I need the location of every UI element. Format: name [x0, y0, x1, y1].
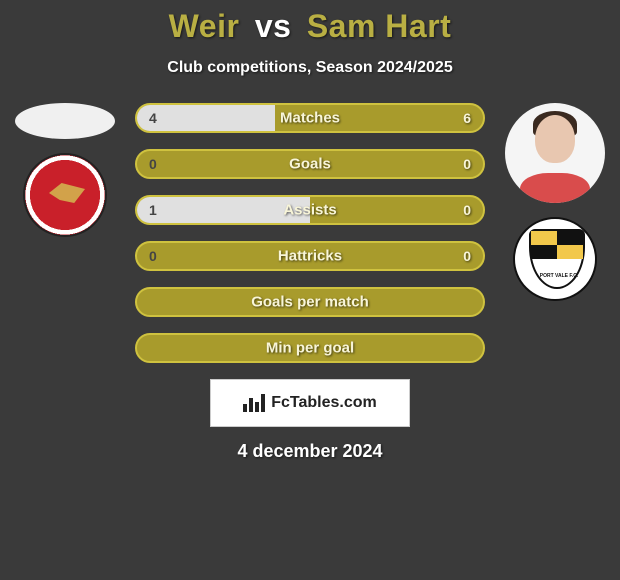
stat-bar: 1Assists0: [135, 195, 485, 225]
bar-fill-left: [137, 105, 275, 131]
comparison-card: Weir vs Sam Hart Club competitions, Seas…: [0, 0, 620, 580]
page-title: Weir vs Sam Hart: [0, 8, 620, 45]
stat-bar: 0Goals0: [135, 149, 485, 179]
portvale-banner-text: PORT VALE F.C.: [535, 273, 583, 279]
brand-text: FcTables.com: [271, 394, 377, 412]
stat-value-right: 0: [463, 248, 471, 264]
face-icon: [505, 103, 605, 203]
subtitle: Club competitions, Season 2024/2025: [0, 59, 620, 77]
stat-label: Hattricks: [137, 248, 483, 265]
bar-chart-icon: [243, 394, 265, 412]
stat-bar: Min per goal: [135, 333, 485, 363]
stat-value-left: 0: [149, 248, 157, 264]
bar-fill-left: [137, 197, 310, 223]
date-line: 4 december 2024: [0, 441, 620, 462]
left-column: [10, 103, 120, 237]
stat-label: Goals per match: [137, 294, 483, 311]
stat-bar: 4Matches6: [135, 103, 485, 133]
brand-logo[interactable]: FcTables.com: [210, 379, 410, 427]
vs-separator: vs: [255, 8, 292, 44]
player1-name: Weir: [169, 8, 240, 44]
player2-name: Sam Hart: [307, 8, 452, 44]
stat-value-right: 0: [463, 202, 471, 218]
walsall-badge-icon: [23, 153, 107, 237]
stat-value-left: 0: [149, 156, 157, 172]
stats-area: PORT VALE F.C. 4Matches60Goals01Assists0…: [0, 103, 620, 363]
stat-value-right: 0: [463, 156, 471, 172]
portvale-badge-icon: PORT VALE F.C.: [513, 217, 597, 301]
stat-value-right: 6: [463, 110, 471, 126]
stat-bar: 0Hattricks0: [135, 241, 485, 271]
player1-club-badge: [23, 153, 107, 237]
stat-bars: 4Matches60Goals01Assists00Hattricks0Goal…: [135, 103, 485, 363]
stat-label: Goals: [137, 156, 483, 173]
stat-bar: Goals per match: [135, 287, 485, 317]
stat-label: Min per goal: [137, 340, 483, 357]
player2-photo: [505, 103, 605, 203]
player1-photo: [15, 103, 115, 139]
right-column: PORT VALE F.C.: [500, 103, 610, 301]
player2-club-badge: PORT VALE F.C.: [513, 217, 597, 301]
